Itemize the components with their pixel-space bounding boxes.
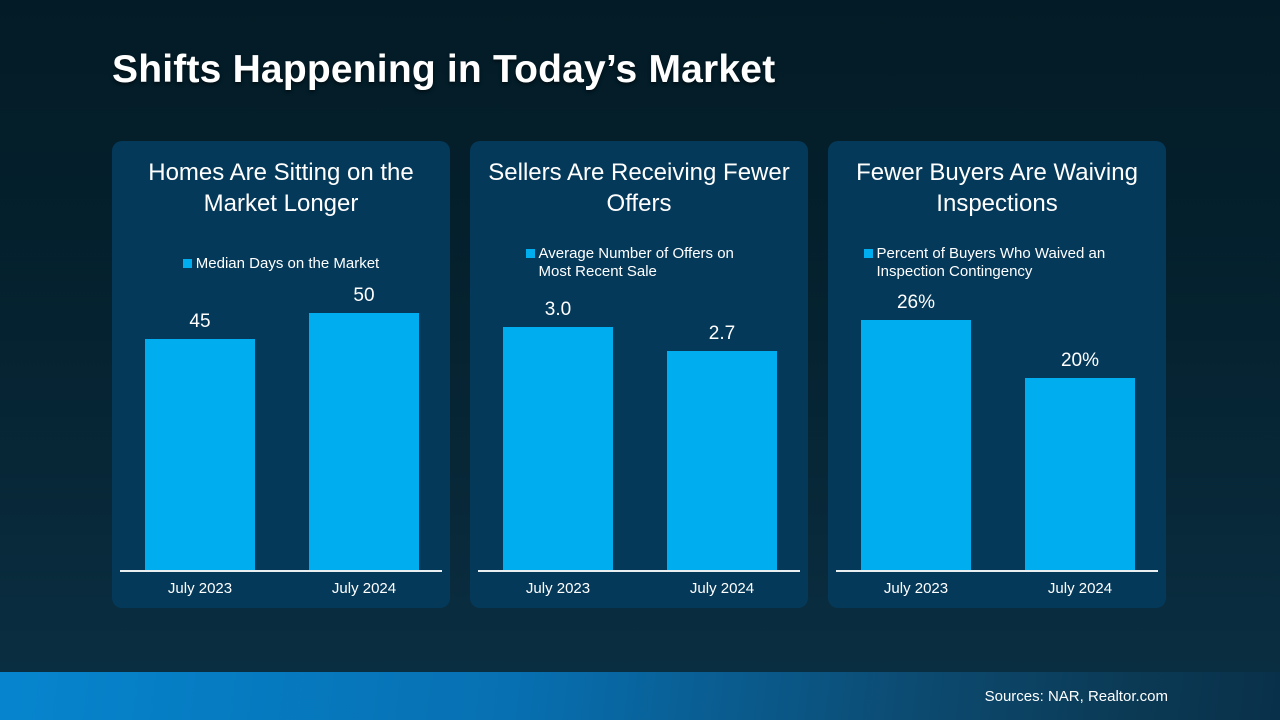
legend-swatch-icon [182,259,192,268]
bar-value-label: 50 [353,285,375,306]
bar-july-2024 [667,351,777,570]
chart-card-days-on-market: Homes Are Sitting on the Market Longer M… [112,141,450,608]
bar-plot: 3.0 2.7 July 2023 July 2024 [470,141,808,608]
x-axis-line [836,570,1158,572]
bar-july-2024 [1025,378,1135,570]
chart-title: Sellers Are Receiving Fewer Offers [488,159,790,217]
x-axis-label: July 2023 [883,580,949,597]
bar-plot: 26% 20% July 2023 July 2024 [828,141,1166,608]
chart-title: Homes Are Sitting on the Market Longer [148,159,414,217]
chart-card-inspections: Fewer Buyers Are Waiving Inspections Per… [828,141,1166,608]
legend-swatch-icon [863,249,873,258]
slide-title: Shifts Happening in Today’s Market [112,48,776,91]
bar-july-2023 [861,320,971,570]
x-axis-label: July 2023 [167,580,233,597]
x-axis-line [120,570,442,572]
footer-band: Sources: NAR, Realtor.com [0,672,1280,720]
x-axis-label: July 2024 [689,580,755,597]
bar-july-2023 [145,339,255,570]
x-axis-label: July 2024 [1047,580,1113,597]
bar-value-label: 2.7 [708,323,736,344]
legend-label: Median Days on the Market [195,255,380,272]
legend-label: Average Number of Offers on Most Recent … [538,245,734,280]
legend-swatch-icon [525,249,535,258]
bar-value-label: 26% [896,292,936,313]
chart-card-offers: Sellers Are Receiving Fewer Offers Avera… [470,141,808,608]
legend-label: Percent of Buyers Who Waived an Inspecti… [876,245,1106,280]
bar-value-label: 20% [1060,350,1100,371]
chart-legend: Median Days on the Market [112,255,450,273]
bar-plot: 45 50 July 2023 July 2024 [112,141,450,608]
sources-text: Sources: NAR, Realtor.com [984,687,1168,705]
chart-legend: Average Number of Offers on Most Recent … [470,245,808,281]
bar-value-label: 45 [189,311,211,332]
chart-title: Fewer Buyers Are Waiving Inspections [856,159,1138,217]
bar-july-2024 [309,313,419,570]
x-axis-label: July 2024 [331,580,397,597]
x-axis-label: July 2023 [525,580,591,597]
bar-july-2023 [503,327,613,570]
chart-legend: Percent of Buyers Who Waived an Inspecti… [828,245,1166,281]
bar-value-label: 3.0 [544,299,572,320]
x-axis-line [478,570,800,572]
